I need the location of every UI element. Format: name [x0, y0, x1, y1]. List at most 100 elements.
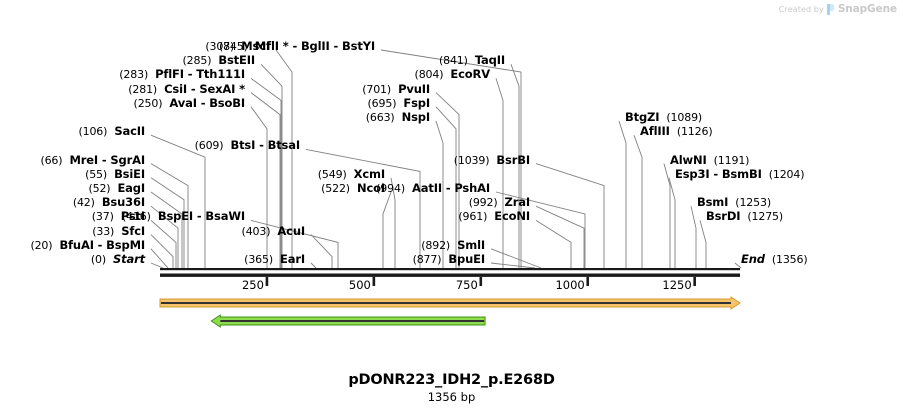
- restriction-site-label[interactable]: (52) EagI: [88, 182, 145, 196]
- restriction-site-label[interactable]: (33) SfcI: [92, 224, 145, 238]
- restriction-site-label[interactable]: (892) SmlI: [421, 238, 485, 252]
- restriction-site-label[interactable]: (0) Start: [90, 253, 145, 267]
- restriction-site-label[interactable]: (522) NcoI: [321, 181, 385, 196]
- site-position: (55): [85, 167, 108, 181]
- site-enzyme-names: PflFI - Tth111I: [155, 67, 245, 81]
- ruler-tick-label: 1000: [555, 278, 585, 292]
- restriction-site-label[interactable]: (281) CsiI - SexAI *: [128, 82, 245, 96]
- restriction-site-label[interactable]: (877) BpuEI: [412, 252, 486, 267]
- enzyme-name: BsmBI: [721, 166, 762, 181]
- restriction-site-label[interactable]: (994) AatII - PshAI: [376, 181, 490, 196]
- site-leader-line: [310, 262, 317, 269]
- spacer: [248, 39, 255, 53]
- enzyme-name: Bsu36I: [101, 195, 145, 210]
- enzyme-name: SgrAI: [110, 152, 145, 167]
- site-position: (283): [119, 68, 149, 82]
- restriction-site-label[interactable]: (285) BstEII: [182, 53, 256, 68]
- site-enzyme-names: BsrDI: [706, 209, 741, 223]
- restriction-site-label[interactable]: (37) PstI: [92, 210, 145, 224]
- enzyme-name: BspEI: [157, 209, 194, 224]
- site-enzyme-names: AatII - PshAI: [412, 181, 490, 195]
- enzyme-name: BsmI: [697, 195, 729, 210]
- restriction-site-label[interactable]: (250) AvaI - BsoBI: [133, 96, 246, 110]
- site-leader-line: [275, 49, 293, 268]
- enzyme-name: EarI: [280, 252, 305, 266]
- enzyme-name: AvaI: [169, 95, 197, 110]
- restriction-site-label[interactable]: (845) MflI * - BglII - BstYI: [219, 39, 375, 54]
- enzyme-separator: -: [709, 166, 722, 181]
- restriction-site-label[interactable]: (365) EarI: [244, 252, 305, 267]
- restriction-site-label[interactable]: (609) BtsI - BtsaI: [194, 138, 301, 153]
- site-leader-line: [150, 177, 185, 268]
- site-leader-line: [495, 191, 586, 268]
- site-leader-line: [150, 220, 177, 268]
- site-enzyme-names: BtsI - BtsaI: [230, 138, 300, 152]
- restriction-site-label[interactable]: (1039) BsrBI: [454, 153, 530, 167]
- restriction-site-label[interactable]: (66) MreI - SgrAI: [40, 152, 145, 167]
- site-enzyme-names: MscI: [241, 39, 270, 53]
- snapgene-logo-icon: [826, 3, 834, 15]
- enzyme-name: BspMI: [106, 237, 145, 252]
- enzyme-name: MreI: [69, 152, 99, 167]
- restriction-site-label[interactable]: (283) PflFI - Tth111I: [119, 67, 245, 82]
- enzyme-separator: -: [196, 95, 210, 110]
- restriction-site-label[interactable]: BtgZI (1089): [625, 111, 702, 125]
- site-position: (250): [133, 96, 163, 110]
- site-leader-line: [150, 234, 174, 268]
- restriction-site-label[interactable]: BsmI (1253): [697, 195, 771, 210]
- site-position: (365): [244, 253, 274, 266]
- site-enzyme-names: BpuEI: [448, 252, 485, 266]
- restriction-site-label[interactable]: (55) BsiEI: [85, 167, 145, 181]
- restriction-site-label[interactable]: BsrDI (1275): [706, 209, 783, 224]
- site-enzyme-names: BstEII: [218, 53, 255, 67]
- site-leader-line: [618, 120, 627, 268]
- site-position: (892): [421, 238, 451, 252]
- restriction-site-label[interactable]: (549) XcmI: [318, 167, 385, 181]
- restriction-site-label[interactable]: (20) BfuAI - BspMI: [30, 237, 145, 252]
- spacer: [498, 195, 505, 209]
- site-position: (695): [367, 96, 397, 110]
- restriction-site-label[interactable]: Esp3I - BsmBI (1204): [675, 166, 805, 181]
- restriction-site-label[interactable]: (416) BspEI - BsaWI: [121, 209, 245, 224]
- site-leader-line: [150, 205, 179, 268]
- restriction-site-label[interactable]: (961) EcoNI: [458, 209, 530, 224]
- site-enzyme-names: EcoNI: [494, 209, 530, 223]
- site-position: (877): [412, 253, 442, 266]
- leader-lines-group: [150, 49, 742, 269]
- site-position: (416): [121, 210, 151, 224]
- site-position: (522): [321, 182, 350, 195]
- enzyme-separator: -: [183, 67, 197, 82]
- site-position: (609): [194, 139, 224, 153]
- restriction-site-label[interactable]: (992) ZraI: [469, 195, 530, 210]
- restriction-site-label[interactable]: (841) TaqII: [439, 54, 505, 68]
- site-position: (285): [182, 54, 212, 68]
- restriction-site-label[interactable]: (42) Bsu36I: [73, 195, 145, 210]
- restriction-site-label[interactable]: (307) MscI: [205, 39, 270, 54]
- restriction-site-label[interactable]: (804) EcoRV: [415, 68, 491, 82]
- restriction-site-label[interactable]: (663) NspI: [366, 111, 430, 125]
- site-leader-line: [490, 262, 536, 269]
- site-leader-line: [495, 78, 504, 268]
- site-position: (403): [241, 224, 271, 238]
- restriction-site-label[interactable]: (701) PvuII: [362, 82, 430, 96]
- enzyme-name: BfuAI: [59, 237, 94, 252]
- restriction-site-label[interactable]: (403) AcuI: [241, 224, 306, 238]
- restriction-site-label[interactable]: AflIII (1126): [640, 125, 713, 139]
- restriction-site-label[interactable]: AlwNI (1191): [670, 153, 749, 167]
- site-enzyme-names: NcoI: [357, 181, 385, 195]
- enzyme-name: EcoNI: [494, 209, 530, 224]
- site-leader-line: [435, 106, 457, 268]
- ruler-tick: [265, 277, 269, 286]
- site-leader-line: [150, 248, 169, 269]
- enzyme-name: MscI: [241, 39, 270, 53]
- restriction-site-label[interactable]: (695) FspI: [367, 96, 431, 110]
- site-leader-line: [535, 220, 572, 268]
- backbone-line-top: [160, 268, 740, 271]
- site-position: (1253): [735, 196, 771, 210]
- restriction-site-label[interactable]: (106) SacII: [78, 125, 145, 139]
- enzyme-name: NcoI: [356, 181, 385, 195]
- restriction-site-label[interactable]: End (1356): [741, 253, 808, 267]
- site-position: (1356): [771, 253, 808, 266]
- site-enzyme-names: AvaI - BsoBI: [169, 96, 245, 110]
- site-position: (0): [90, 253, 107, 266]
